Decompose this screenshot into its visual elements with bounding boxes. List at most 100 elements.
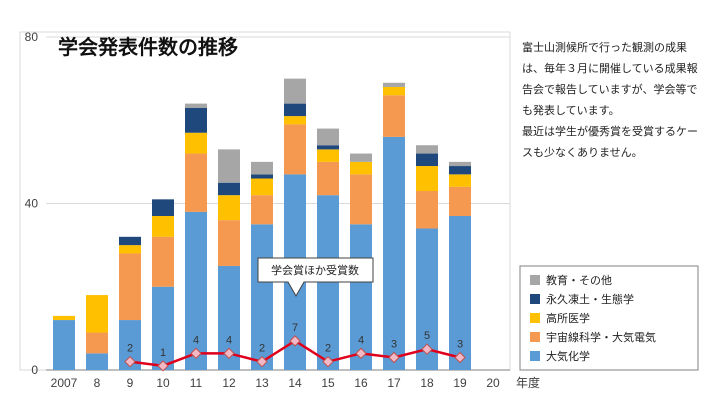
bar-segment <box>317 128 339 146</box>
bar-segment <box>449 186 471 216</box>
award-data-label: 2 <box>259 343 265 355</box>
award-callout: 学会賞ほか受賞数 <box>257 257 374 298</box>
award-data-label: 7 <box>292 322 298 334</box>
legend-swatch <box>530 351 540 361</box>
bar-segment <box>416 145 438 154</box>
bar-segment <box>185 211 207 370</box>
bar-segment <box>185 132 207 154</box>
bar-segment <box>251 195 273 225</box>
x-tick-labels: 2007 8 9 10 11 12 13 14 15 16 17 18 19 20 <box>51 376 500 390</box>
bar-segment <box>284 124 306 175</box>
bar-segment <box>218 195 240 221</box>
award-data-label: 2 <box>325 343 331 355</box>
legend-label: 永久凍土・生態学 <box>546 292 634 306</box>
bar-segment <box>284 78 306 104</box>
chart-title: 学会発表件数の推移 <box>58 35 238 59</box>
legend-swatch <box>530 332 540 342</box>
note-paragraph-2: 最近は学生が優秀賞を受賞するケースも少なくありません。 <box>522 125 698 159</box>
award-data-label: 3 <box>457 339 463 351</box>
bar-segment <box>218 265 240 370</box>
bar-segment <box>449 166 471 175</box>
bar-segment <box>185 107 207 133</box>
bar-segment <box>317 149 339 162</box>
bar-segment <box>218 220 240 266</box>
legend-swatch <box>530 313 540 323</box>
y-tick-labels: 0 40 80 <box>25 30 39 377</box>
bar-segment <box>86 295 108 333</box>
y-tick-label: 0 <box>31 363 38 377</box>
bar-segment <box>416 228 438 370</box>
x-tick-label: 16 <box>354 376 368 390</box>
award-data-label: 3 <box>391 339 397 351</box>
award-data-label: 2 <box>127 343 133 355</box>
award-marker <box>388 351 400 364</box>
note-paragraph-1: 富士山測候所で行った観測の成果は、毎年３月に開催している成果報告会で報告していま… <box>522 41 698 117</box>
bar-segment <box>350 161 372 175</box>
bar-segment <box>152 236 174 287</box>
bar-segment <box>317 161 339 196</box>
x-tick-label: 11 <box>190 376 203 390</box>
x-tick-label: 13 <box>255 376 269 390</box>
award-data-label: 5 <box>424 330 430 342</box>
award-marker <box>190 347 202 360</box>
bar-segment <box>383 82 405 87</box>
bar-segment <box>317 145 339 150</box>
award-data-label: 4 <box>226 334 232 346</box>
legend-label: 宇宙線科学・大気電気 <box>546 330 656 344</box>
bar-segment <box>119 253 141 321</box>
bar-segment <box>251 178 273 196</box>
bar-segment <box>53 315 75 321</box>
award-marker <box>223 347 235 360</box>
bar-segment <box>416 166 438 192</box>
award-marker <box>355 347 367 360</box>
legend-label: 高所医学 <box>546 311 590 325</box>
bars-group <box>53 78 471 370</box>
x-axis-label: 年度 <box>516 375 540 390</box>
bar-segment <box>218 182 240 196</box>
legend-swatch <box>530 294 540 304</box>
bar-segment <box>251 161 273 175</box>
x-tick-label: 20 <box>486 376 500 390</box>
award-marker <box>421 343 433 355</box>
legend-box <box>519 265 699 371</box>
legend-swatch <box>530 275 540 285</box>
x-tick-label: 14 <box>288 376 302 390</box>
bar-segment <box>218 149 240 183</box>
award-marker <box>157 360 169 372</box>
description-note: 富士山測候所で行った観測の成果は、毎年３月に開催している成果報告会で報告していま… <box>522 37 700 163</box>
x-tick-label: 15 <box>321 376 335 390</box>
bar-segment <box>53 320 75 370</box>
bar-segment <box>383 136 405 370</box>
bar-segment <box>416 191 438 229</box>
bar-segment <box>119 245 141 254</box>
bar-segment <box>284 116 306 125</box>
y-tick-label: 80 <box>25 30 39 44</box>
x-tick-label: 18 <box>420 376 434 390</box>
bar-segment <box>350 174 372 225</box>
bar-segment <box>185 153 207 212</box>
x-tick-label: 12 <box>222 376 236 390</box>
award-data-label: 4 <box>358 334 364 346</box>
x-tick-label: 8 <box>94 376 101 390</box>
x-tick-label: 17 <box>387 376 401 390</box>
bar-segment <box>449 215 471 370</box>
award-marker <box>454 351 466 364</box>
x-tick-label: 19 <box>453 376 467 390</box>
award-data-label: 4 <box>193 334 199 346</box>
award-callout-label: 学会賞ほか受賞数 <box>271 263 359 277</box>
x-tick-label: 9 <box>127 376 134 390</box>
bar-segment <box>152 215 174 237</box>
bar-segment <box>251 174 273 179</box>
bar-segment <box>119 236 141 246</box>
bar-segment <box>86 353 108 370</box>
bar-segment <box>416 153 438 167</box>
bar-segment <box>152 199 174 216</box>
bar-segment <box>185 103 207 108</box>
award-marker <box>289 335 301 347</box>
bar-segment <box>152 286 174 370</box>
bar-segment <box>317 195 339 370</box>
bar-segment <box>449 174 471 187</box>
bar-segment <box>119 320 141 370</box>
